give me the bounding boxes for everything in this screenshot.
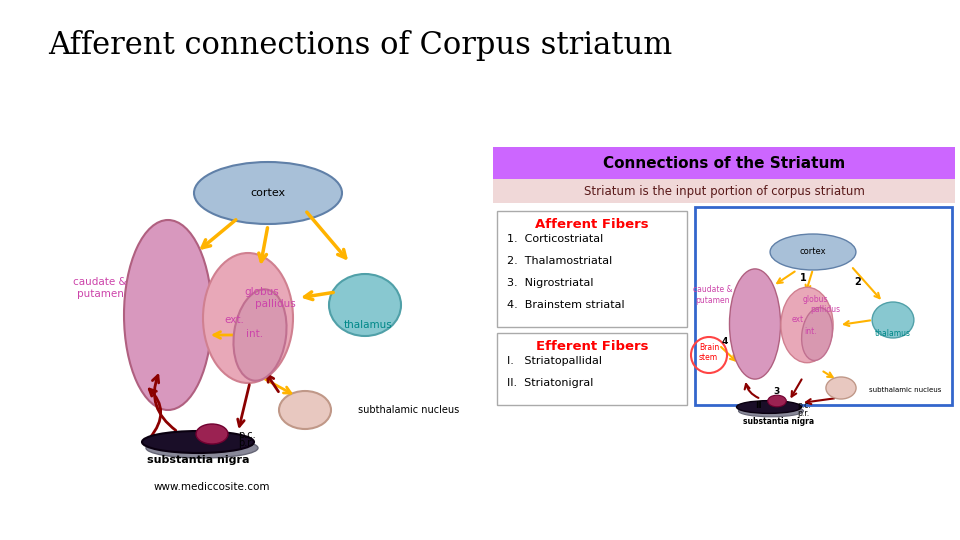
Text: p.c.: p.c. (238, 430, 255, 440)
Text: 1: 1 (800, 273, 806, 283)
Ellipse shape (233, 289, 286, 381)
Text: Efferent Fibers: Efferent Fibers (536, 340, 648, 353)
Text: pallidus: pallidus (810, 306, 840, 314)
Ellipse shape (736, 401, 802, 414)
Text: cortex: cortex (251, 188, 285, 198)
Text: thalamus: thalamus (344, 320, 393, 330)
Text: caudate &
putamen: caudate & putamen (693, 285, 732, 305)
Text: 4: 4 (722, 338, 729, 347)
Ellipse shape (826, 377, 856, 399)
Text: int.: int. (804, 327, 817, 335)
Text: cortex: cortex (800, 247, 827, 256)
Ellipse shape (196, 424, 228, 444)
Text: globus: globus (803, 294, 828, 303)
Text: substantia nigra: substantia nigra (147, 455, 250, 465)
FancyBboxPatch shape (497, 333, 687, 405)
Ellipse shape (203, 253, 293, 383)
Text: p.r.: p.r. (797, 408, 809, 417)
Text: 1.  Corticostriatal: 1. Corticostriatal (507, 234, 603, 244)
Text: ext.: ext. (224, 315, 244, 325)
Text: Striatum is the input portion of corpus striatum: Striatum is the input portion of corpus … (584, 185, 864, 198)
FancyBboxPatch shape (493, 147, 955, 179)
Ellipse shape (872, 302, 914, 338)
Text: Connections of the Striatum: Connections of the Striatum (603, 156, 845, 171)
Text: p.c.: p.c. (797, 401, 811, 409)
Text: I.   Striatopallidal: I. Striatopallidal (507, 356, 602, 366)
Text: 3.  Nigrostriatal: 3. Nigrostriatal (507, 278, 593, 288)
Ellipse shape (738, 405, 804, 417)
Text: ext.: ext. (792, 315, 806, 325)
Ellipse shape (730, 269, 780, 379)
Ellipse shape (770, 234, 856, 270)
Text: II: II (756, 401, 762, 409)
Ellipse shape (146, 438, 258, 458)
Text: 2: 2 (854, 277, 861, 287)
Text: globus: globus (245, 287, 279, 297)
FancyBboxPatch shape (493, 179, 955, 203)
Text: pallidus: pallidus (254, 299, 296, 309)
Text: int.: int. (247, 329, 264, 339)
Ellipse shape (329, 274, 401, 336)
Text: subthalamic nucleus: subthalamic nucleus (358, 405, 459, 415)
Text: Afferent Fibers: Afferent Fibers (535, 218, 649, 231)
Text: 4.  Brainstem striatal: 4. Brainstem striatal (507, 300, 625, 310)
Text: subthalamic nucleus: subthalamic nucleus (869, 387, 942, 393)
Text: substantia nigra: substantia nigra (743, 416, 815, 426)
Text: Brain: Brain (699, 342, 719, 352)
Ellipse shape (279, 391, 331, 429)
Text: 3: 3 (774, 387, 780, 395)
FancyBboxPatch shape (497, 211, 687, 327)
Text: p.r.: p.r. (238, 438, 253, 448)
Ellipse shape (194, 162, 342, 224)
Ellipse shape (780, 287, 833, 363)
Text: www.mediccosite.com: www.mediccosite.com (154, 482, 271, 492)
Text: 2.  Thalamostriatal: 2. Thalamostriatal (507, 256, 612, 266)
Text: Afferent connections of Corpus striatum: Afferent connections of Corpus striatum (48, 30, 672, 61)
Text: caudate &
putamen: caudate & putamen (73, 277, 127, 299)
Ellipse shape (768, 395, 786, 407)
Text: thalamus: thalamus (875, 329, 911, 339)
Ellipse shape (124, 220, 212, 410)
Ellipse shape (142, 431, 254, 453)
Ellipse shape (802, 307, 832, 361)
FancyBboxPatch shape (695, 207, 952, 405)
Text: stem: stem (699, 353, 718, 361)
Text: II.  Striatonigral: II. Striatonigral (507, 378, 593, 388)
